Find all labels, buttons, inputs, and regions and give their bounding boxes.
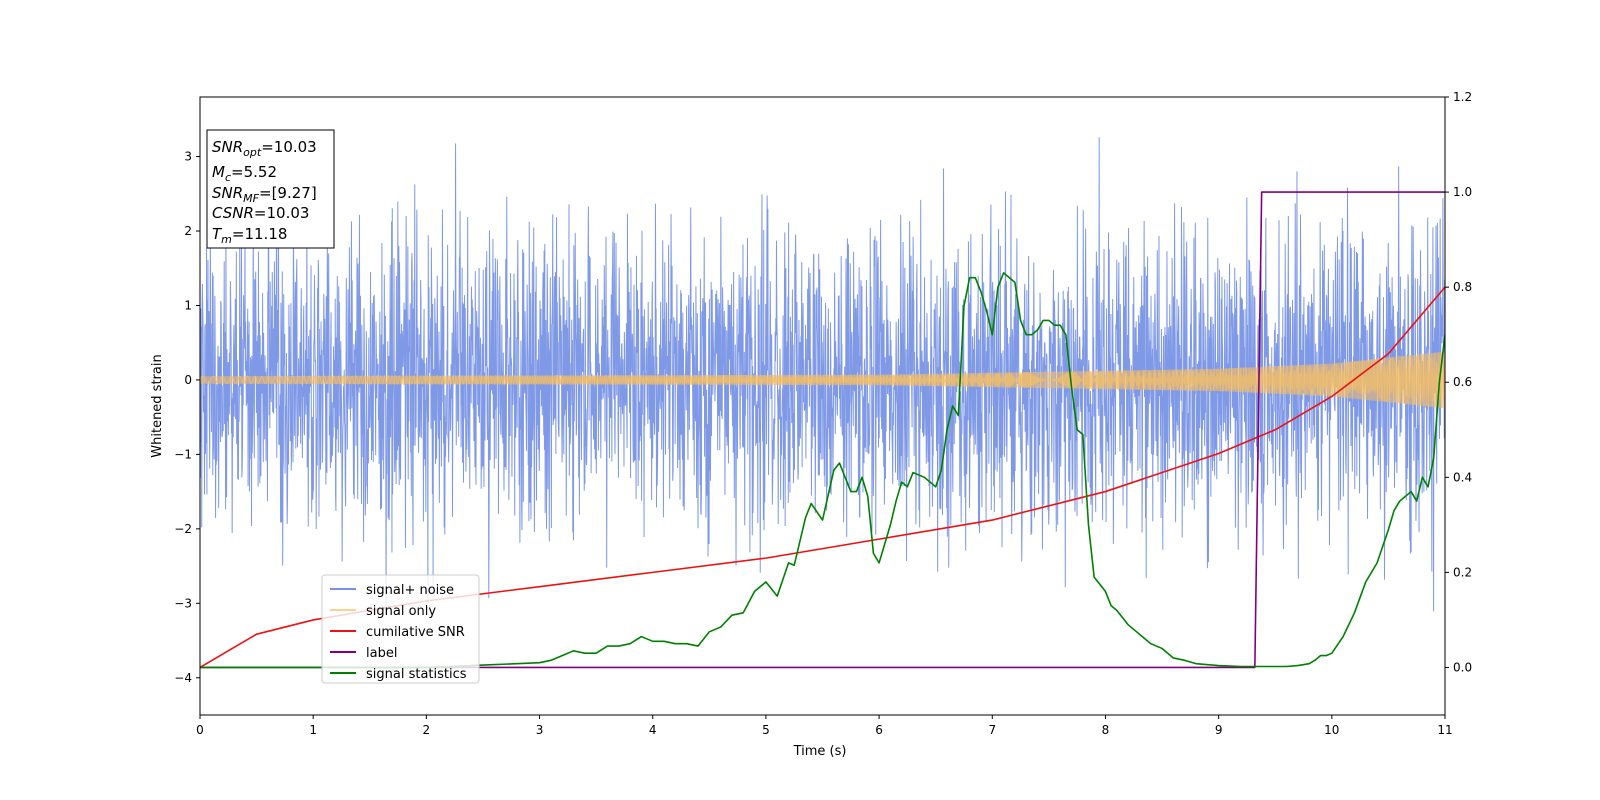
legend-label-signal-only: signal only <box>366 604 436 619</box>
y-tick-label: 3 <box>184 150 192 164</box>
signal-statistics-line <box>200 272 1445 669</box>
x-tick-label: 11 <box>1437 723 1452 737</box>
legend-label-signal-statistics: signal statistics <box>366 667 467 682</box>
x-tick-label: 2 <box>423 723 431 737</box>
annotation-snr-opt: SNRopt=10.03 <box>212 138 317 159</box>
x-tick-label: 8 <box>1102 723 1110 737</box>
y2-tick-label: 0.6 <box>1453 375 1472 389</box>
y2-tick-label: 1.0 <box>1453 185 1472 199</box>
y2-tick-label: 0.4 <box>1453 470 1472 484</box>
y-tick-label: 2 <box>184 224 192 238</box>
x-tick-label: 10 <box>1324 723 1339 737</box>
legend: signal+ noise signal only cumilative SNR la… <box>321 574 480 684</box>
axes: 0 1 2 3 4 5 6 7 8 9 10 11 −4 −3 −2 −1 0 1 2 3 0.0 0.2 0.4 0.6 0.… <box>174 90 1472 737</box>
y-tick-label: −4 <box>174 671 192 685</box>
y2-tick-label: 0.8 <box>1453 280 1472 294</box>
legend-label-signal-noise: signal+ noise <box>366 583 454 598</box>
y-tick-label: −1 <box>174 447 192 461</box>
x-tick-label: 5 <box>762 723 770 737</box>
x-tick-label: 6 <box>875 723 883 737</box>
x-tick-label: 3 <box>536 723 544 737</box>
signal-only-line <box>200 352 1445 408</box>
annotation-csnr: CSNR=10.03 <box>212 204 309 222</box>
x-tick-label: 0 <box>196 723 204 737</box>
label-line <box>200 191 1445 669</box>
annotation-snr-mf: SNRMF=[9.27] <box>212 184 317 205</box>
legend-label-cumilative-snr: cumilative SNR <box>366 625 465 640</box>
annotation-tm: Tm=11.18 <box>212 225 287 246</box>
axes-frame <box>199 96 1446 716</box>
y2-tick-label: 0.0 <box>1453 660 1472 674</box>
y2-tick-label: 0.2 <box>1453 565 1472 579</box>
legend-frame <box>321 574 480 684</box>
x-tick-label: 1 <box>309 723 317 737</box>
y-tick-label: 0 <box>184 373 192 387</box>
y-axis-label: Whitened strain <box>150 354 165 457</box>
y-tick-label: −2 <box>174 522 192 536</box>
x-tick-label: 7 <box>988 723 996 737</box>
x-axis-label: Time (s) <box>793 744 847 759</box>
y-tick-label: −3 <box>174 596 192 610</box>
legend-label-label: label <box>366 646 397 661</box>
y2-tick-label: 1.2 <box>1453 90 1472 104</box>
annotation-box: SNRopt=10.03 Mc=5.52 SNRMF=[9.27] CSNR=1… <box>206 129 335 249</box>
x-tick-label: 9 <box>1215 723 1223 737</box>
annotation-mc: Mc=5.52 <box>212 163 277 184</box>
y-tick-label: 1 <box>184 298 192 312</box>
x-tick-label: 4 <box>649 723 657 737</box>
